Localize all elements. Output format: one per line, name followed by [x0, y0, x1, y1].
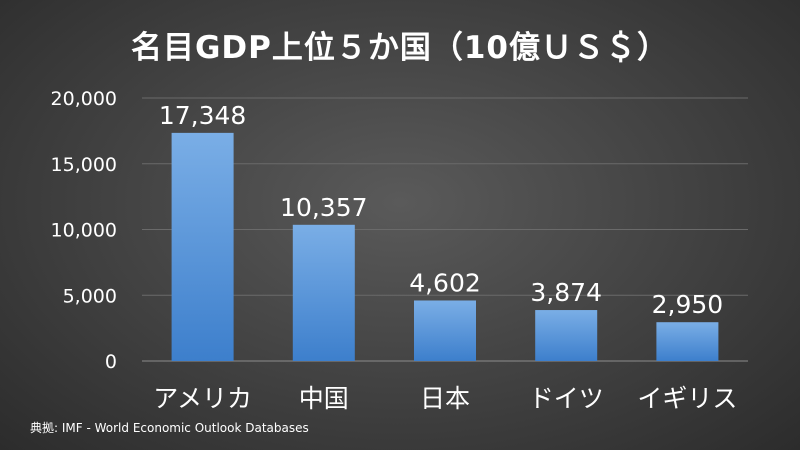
bar-3	[414, 300, 476, 361]
category-labels: アメリカ 中国 日本 ドイツ イギリス	[153, 384, 737, 413]
category-label: 中国	[299, 384, 349, 413]
y-axis-ticks: 0 5,000 10,000 15,000 20,000	[51, 88, 117, 373]
category-label: アメリカ	[153, 384, 252, 413]
chart-title: 名目GDP上位５か国（10億ＵＳ＄）	[130, 30, 670, 66]
y-tick-label: 5,000	[63, 285, 117, 307]
data-label: 4,602	[409, 268, 481, 297]
category-label: 日本	[420, 384, 470, 413]
bars	[171, 132, 719, 361]
y-tick-label: 0	[105, 351, 117, 373]
gridlines	[142, 97, 748, 362]
bar-2	[292, 224, 355, 361]
bar-1	[171, 132, 234, 361]
category-label: イギリス	[637, 384, 737, 413]
y-tick-label: 15,000	[51, 154, 117, 176]
data-label: 2,950	[652, 290, 724, 319]
bar-4	[535, 310, 598, 361]
source-note: 典拠: IMF - World Economic Outlook Databas…	[30, 421, 309, 435]
data-labels: 17,348 10,357 4,602 3,874 2,950	[159, 101, 723, 319]
category-label: ドイツ	[529, 384, 604, 413]
y-tick-label: 10,000	[51, 220, 117, 242]
y-tick-label: 20,000	[51, 88, 117, 110]
data-label: 3,874	[530, 278, 602, 307]
bar-5	[656, 322, 719, 361]
data-label: 10,357	[280, 193, 367, 222]
data-label: 17,348	[159, 101, 246, 130]
